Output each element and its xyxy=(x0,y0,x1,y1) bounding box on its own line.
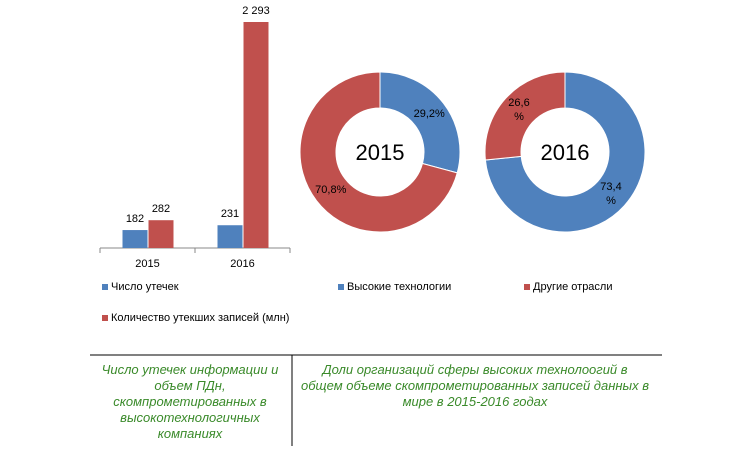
bar xyxy=(148,220,174,248)
data-label: 29,2% xyxy=(413,108,445,121)
bar xyxy=(122,230,148,248)
caption: Доли организаций сферы высоких технолоог… xyxy=(301,362,649,409)
legend-label: Высокие технологии xyxy=(347,281,451,293)
legend-swatch xyxy=(102,315,108,321)
doughnut-hole xyxy=(521,108,609,196)
legend-swatch xyxy=(338,284,344,290)
legend-label: Количество утекших записей (млн) xyxy=(111,312,289,324)
doughnut-title: 2016 xyxy=(541,140,590,165)
data-label: 73,4 % xyxy=(600,180,622,207)
data-label: 26,6 % xyxy=(508,97,530,124)
legend-swatch xyxy=(102,284,108,290)
data-label: 231 xyxy=(221,208,239,220)
doughnut-title: 2015 xyxy=(356,140,405,165)
legend-label: Число утечек xyxy=(111,281,179,293)
data-label: 282 xyxy=(152,203,170,215)
bar xyxy=(243,22,269,248)
legend-label: Другие отрасли xyxy=(533,281,613,293)
bar xyxy=(217,225,243,248)
data-label: 2 293 xyxy=(242,5,270,17)
doughnut-hole xyxy=(336,108,424,196)
legend-swatch xyxy=(524,284,530,290)
data-label: 70,8% xyxy=(315,183,347,196)
x-tick-label: 2016 xyxy=(230,258,254,270)
data-label: 182 xyxy=(126,213,144,225)
x-tick-label: 2015 xyxy=(135,258,159,270)
caption: Число утечек информации и объем ПДн, ско… xyxy=(101,362,279,441)
